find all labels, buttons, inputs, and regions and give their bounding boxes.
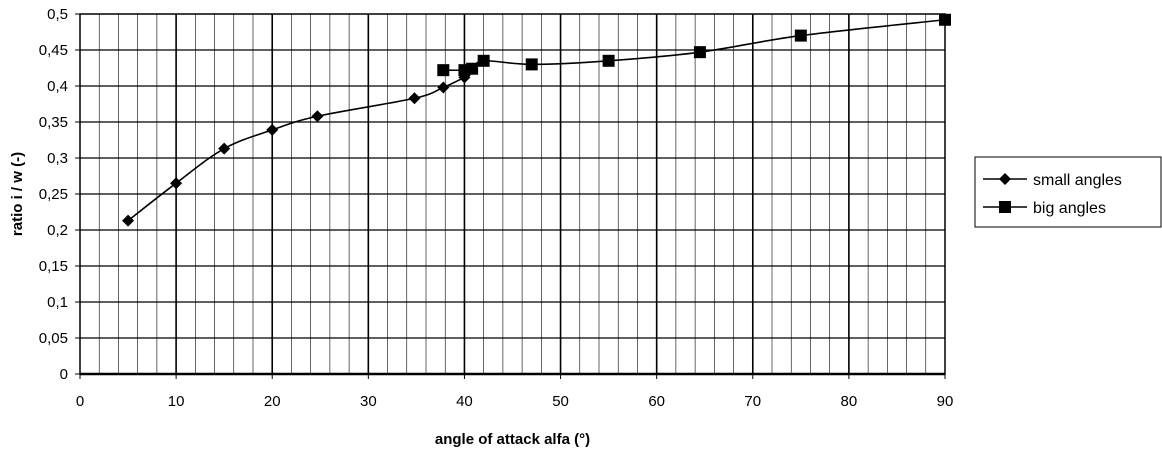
data-point <box>408 92 421 105</box>
legend-label: big angles <box>1033 200 1106 217</box>
y-tick-label: 0,05 <box>39 330 68 347</box>
legend: small angles big angles <box>974 156 1162 228</box>
y-tick-labels: 0 0,05 0,1 0,15 0,2 0,25 0,3 0,35 0,4 0,45 0,5 <box>39 6 80 383</box>
y-tick-label: 0,45 <box>39 42 68 59</box>
data-point <box>794 29 807 42</box>
x-axis-label: angle of attack alfa (°) <box>435 431 590 448</box>
data-point <box>477 54 490 67</box>
data-point <box>693 46 706 59</box>
x-tick-label: 90 <box>937 393 954 410</box>
y-tick-label: 0,4 <box>47 78 68 95</box>
y-tick-label: 0,3 <box>47 150 68 167</box>
data-point <box>437 81 450 94</box>
y-tick-label: 0,1 <box>47 294 68 311</box>
data-point <box>602 54 615 67</box>
x-tick-label: 70 <box>744 393 761 410</box>
series-layer <box>122 13 951 227</box>
legend-box <box>974 156 1162 228</box>
x-tick-label: 80 <box>841 393 858 410</box>
y-tick-label: 0,25 <box>39 186 68 203</box>
square-icon <box>999 201 1011 213</box>
data-point <box>466 62 479 75</box>
data-point <box>939 13 951 26</box>
x-tick-label: 20 <box>264 393 281 410</box>
data-point <box>525 58 538 71</box>
data-point <box>218 142 231 155</box>
legend-label: small angles <box>1033 172 1122 189</box>
y-tick-label: 0,2 <box>47 222 68 239</box>
y-tick-label: 0,5 <box>47 6 68 23</box>
series-big-angles <box>437 13 951 77</box>
major-gridlines <box>80 14 945 376</box>
data-point <box>170 177 183 190</box>
x-tick-label: 0 <box>76 393 84 410</box>
x-tick-labels: 0 10 20 30 40 50 60 70 80 90 <box>76 374 954 410</box>
y-axis-label: ratio i / w (-) <box>9 152 26 236</box>
x-tick-label: 60 <box>648 393 665 410</box>
x-tick-label: 40 <box>456 393 473 410</box>
diamond-icon <box>999 173 1011 185</box>
y-tick-label: 0 <box>60 366 68 383</box>
x-tick-label: 50 <box>552 393 569 410</box>
data-point <box>266 123 279 136</box>
data-point <box>311 110 324 123</box>
legend-item: big angles <box>983 200 1106 217</box>
x-tick-label: 30 <box>360 393 377 410</box>
x-tick-label: 10 <box>168 393 185 410</box>
y-tick-label: 0,35 <box>39 114 68 131</box>
y-tick-label: 0,15 <box>39 258 68 275</box>
series-small-angles <box>122 71 471 227</box>
data-point <box>122 214 135 227</box>
legend-item: small angles <box>983 172 1122 189</box>
series-line <box>443 18 946 72</box>
data-point <box>437 64 450 77</box>
